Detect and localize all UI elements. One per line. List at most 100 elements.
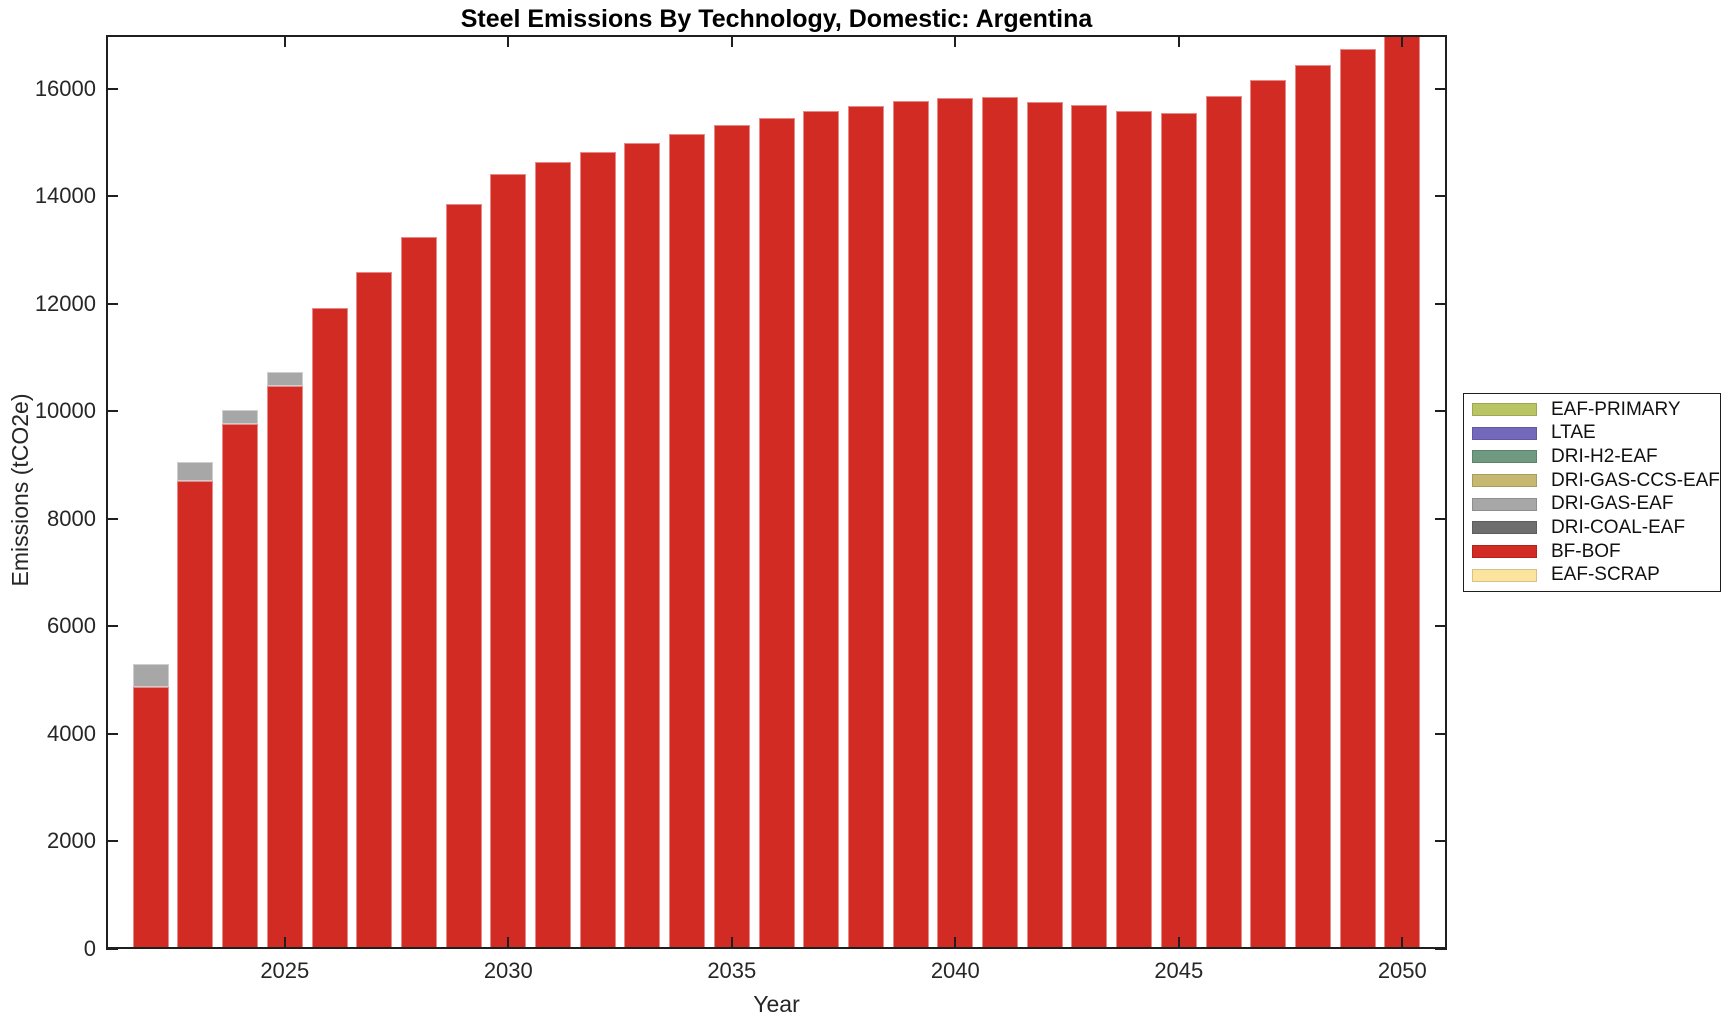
bar-segment-2024-dri-gas-eaf xyxy=(222,409,259,424)
legend-item-ltae: LTAE xyxy=(1464,422,1720,444)
bar-segment-2034-bf-bof xyxy=(669,134,706,949)
y-tick-left-2000 xyxy=(106,840,118,843)
y-tick-right-6000 xyxy=(1435,625,1447,628)
bar-segment-2024-bf-bof xyxy=(222,423,259,949)
legend-label: BF-BOF xyxy=(1551,540,1621,562)
y-axis-label: Emissions (tCO2e) xyxy=(7,393,33,587)
y-tick-left-4000 xyxy=(106,732,118,735)
legend-item-bf-bof: BF-BOF xyxy=(1464,541,1720,563)
y-tick-left-6000 xyxy=(106,625,118,628)
bar-segment-2032-bf-bof xyxy=(579,152,616,949)
legend-box: EAF-PRIMARY LTAE DRI-H2-EAF DRI-GAS-CCS-EAF… xyxy=(1463,393,1721,592)
y-tick-left-12000 xyxy=(106,302,118,305)
legend-label: DRI-H2-EAF xyxy=(1551,445,1658,467)
legend-swatch-dri-gas-ccs-eaf xyxy=(1472,474,1537,488)
legend-swatch-bf-bof xyxy=(1472,545,1537,559)
legend-item-eaf-primary: EAF-PRIMARY xyxy=(1464,399,1720,421)
y-tick-label-10000: 10000 xyxy=(34,398,96,424)
bar-segment-2048-bf-bof xyxy=(1294,65,1331,949)
legend-item-dri-gas-eaf: DRI-GAS-EAF xyxy=(1464,493,1720,515)
bar-segment-2028-bf-bof xyxy=(400,236,437,949)
y-tick-label-0: 0 xyxy=(83,936,96,961)
x-tick-top-2025 xyxy=(283,35,286,47)
bar-segment-2030-bf-bof xyxy=(490,174,527,949)
y-tick-left-8000 xyxy=(106,517,118,520)
bar-segment-2038-bf-bof xyxy=(847,105,884,949)
bar-segment-2050-bf-bof xyxy=(1384,35,1421,949)
legend-swatch-dri-h2-eaf xyxy=(1472,450,1537,464)
bar-segment-2027-bf-bof xyxy=(356,271,393,949)
x-tick-label-2045: 2045 xyxy=(1154,958,1204,983)
legend-label: LTAE xyxy=(1551,422,1596,444)
y-tick-right-8000 xyxy=(1435,517,1447,520)
bar-segment-2042-bf-bof xyxy=(1026,102,1063,949)
x-tick-bottom-2035 xyxy=(730,937,733,949)
x-tick-label-2040: 2040 xyxy=(930,958,980,983)
y-tick-right-14000 xyxy=(1435,195,1447,198)
y-tick-label-2000: 2000 xyxy=(47,828,96,854)
x-tick-top-2050 xyxy=(1401,35,1404,47)
y-tick-label-14000: 14000 xyxy=(34,183,96,209)
y-tick-right-0 xyxy=(1435,948,1447,950)
bar-segment-2045-bf-bof xyxy=(1160,112,1197,949)
bar-segment-2029-bf-bof xyxy=(445,204,482,949)
legend-swatch-eaf-scrap xyxy=(1472,568,1537,582)
x-tick-bottom-2025 xyxy=(283,937,286,949)
legend-item-dri-gas-ccs-eaf: DRI-GAS-CCS-EAF xyxy=(1464,470,1720,492)
bar-segment-2022-bf-bof xyxy=(132,687,169,949)
bar-segment-2033-bf-bof xyxy=(624,143,661,949)
y-tick-left-14000 xyxy=(106,195,118,198)
x-tick-top-2030 xyxy=(507,35,510,47)
x-tick-bottom-2045 xyxy=(1177,937,1180,949)
bar-segment-2040-bf-bof xyxy=(937,97,974,949)
chart-title: Steel Emissions By Technology, Domestic:… xyxy=(460,5,1093,33)
bar-segment-2039-bf-bof xyxy=(892,101,929,949)
x-tick-bottom-2030 xyxy=(507,937,510,949)
bar-segment-2041-bf-bof xyxy=(982,97,1018,949)
legend-swatch-dri-gas-eaf xyxy=(1472,497,1537,511)
legend-item-dri-h2-eaf: DRI-H2-EAF xyxy=(1464,446,1720,468)
legend-swatch-ltae xyxy=(1472,426,1537,440)
x-tick-top-2045 xyxy=(1177,35,1180,47)
legend-swatch-eaf-primary xyxy=(1472,403,1537,417)
bar-segment-2044-bf-bof xyxy=(1116,111,1153,949)
y-tick-left-16000 xyxy=(106,87,118,90)
bar-segment-2049-bf-bof xyxy=(1339,48,1376,949)
legend-label: DRI-GAS-EAF xyxy=(1551,493,1674,515)
x-tick-label-2025: 2025 xyxy=(260,958,310,983)
legend-label: EAF-SCRAP xyxy=(1551,564,1660,586)
y-tick-label-4000: 4000 xyxy=(47,720,96,746)
y-tick-right-10000 xyxy=(1435,410,1447,413)
y-tick-right-12000 xyxy=(1435,302,1447,305)
y-tick-right-16000 xyxy=(1435,87,1447,90)
y-tick-label-12000: 12000 xyxy=(34,290,96,316)
bar-segment-2026-bf-bof xyxy=(311,307,348,949)
y-tick-left-0 xyxy=(106,948,118,950)
bar-segment-2035-bf-bof xyxy=(713,125,750,949)
bar-segment-2025-dri-gas-eaf xyxy=(266,371,303,386)
x-tick-top-2035 xyxy=(730,35,733,47)
x-tick-top-2040 xyxy=(954,35,957,47)
bar-segment-2022-dri-gas-eaf xyxy=(132,663,169,688)
x-tick-label-2050: 2050 xyxy=(1377,958,1427,983)
y-tick-right-2000 xyxy=(1435,840,1447,843)
legend-label: DRI-GAS-CCS-EAF xyxy=(1551,469,1720,491)
y-tick-right-4000 xyxy=(1435,732,1447,735)
y-tick-label-8000: 8000 xyxy=(47,505,96,531)
x-tick-bottom-2040 xyxy=(954,937,957,949)
legend-item-dri-coal-eaf: DRI-COAL-EAF xyxy=(1464,517,1720,539)
legend-label: DRI-COAL-EAF xyxy=(1551,516,1686,538)
x-axis-label: Year xyxy=(753,991,800,1017)
x-tick-bottom-2050 xyxy=(1401,937,1404,949)
legend-item-eaf-scrap: EAF-SCRAP xyxy=(1464,564,1720,586)
bar-segment-2043-bf-bof xyxy=(1071,104,1108,949)
x-tick-label-2035: 2035 xyxy=(707,958,757,983)
bar-segment-2023-dri-gas-eaf xyxy=(177,461,214,482)
bar-segment-2031-bf-bof xyxy=(535,162,571,949)
y-tick-label-6000: 6000 xyxy=(47,613,96,639)
x-tick-label-2030: 2030 xyxy=(483,958,533,983)
bar-segment-2025-bf-bof xyxy=(266,385,303,949)
legend-label: EAF-PRIMARY xyxy=(1551,398,1681,420)
legend-swatch-dri-coal-eaf xyxy=(1472,521,1537,535)
